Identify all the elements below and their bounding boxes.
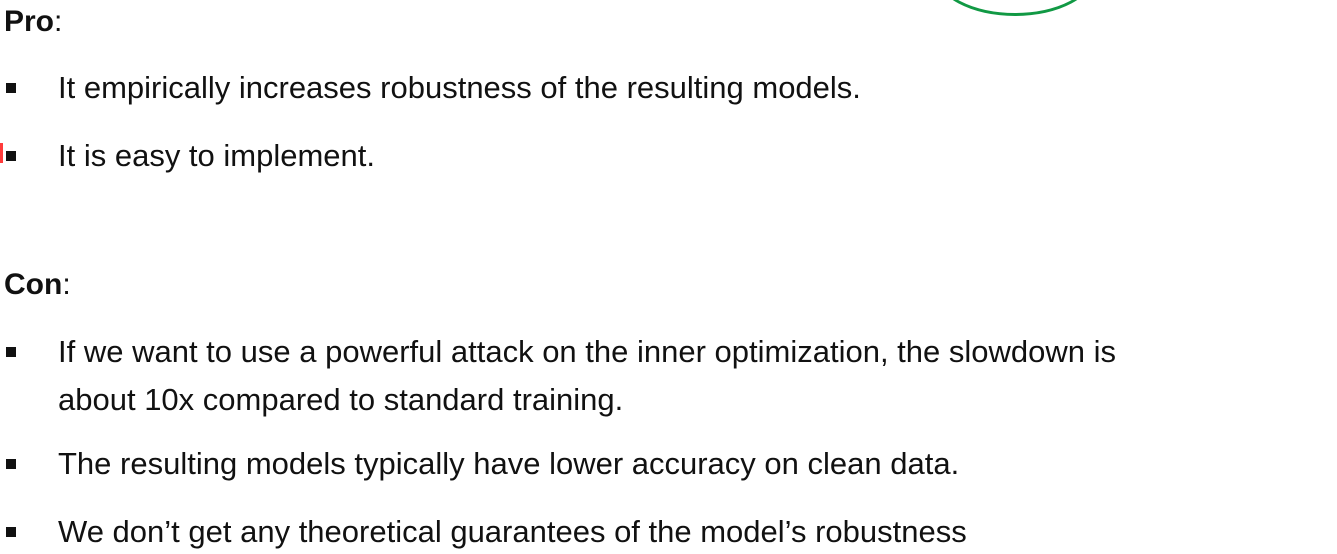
list-item-text: It is easy to implement. — [58, 138, 376, 173]
square-bullet-icon — [6, 459, 16, 469]
square-bullet-icon — [6, 83, 16, 93]
annotation-circle — [935, 0, 1095, 16]
list-item-text: The resulting models typically have lowe… — [58, 446, 960, 481]
square-bullet-icon — [6, 347, 16, 357]
pro-heading: Pro: — [4, 4, 62, 40]
annotation-mark — [0, 143, 3, 163]
pro-heading-colon: : — [54, 5, 63, 38]
list-item-text: If we want to use a powerful attack on t… — [58, 334, 1117, 369]
con-heading-colon: : — [62, 268, 71, 301]
list-item-text: We don’t get any theoretical guarantees … — [58, 514, 967, 549]
pro-heading-label: Pro — [4, 5, 55, 38]
list-item-text: It empirically increases robustness of t… — [58, 70, 861, 105]
square-bullet-icon — [6, 527, 16, 537]
con-heading: Con: — [4, 267, 71, 303]
con-heading-label: Con — [4, 268, 63, 301]
square-bullet-icon — [6, 151, 16, 161]
list-item-text-continued: about 10x compared to standard training. — [58, 382, 624, 417]
